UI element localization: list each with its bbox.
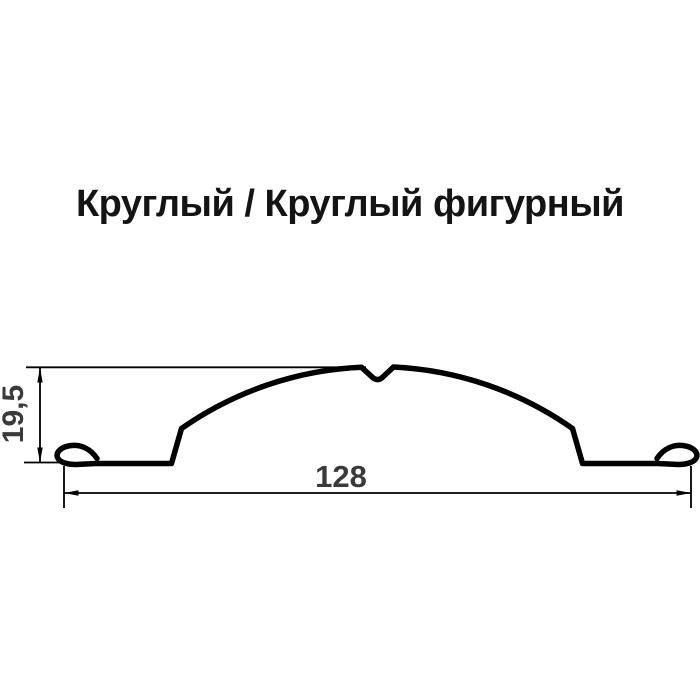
width-arrow-left-icon (64, 490, 79, 496)
profile-outline (54, 364, 700, 468)
height-dimension-label: 19,5 (0, 385, 30, 443)
height-dimension: 19,5 (0, 366, 366, 464)
diagram-title: Круглый / Круглый фигурный (75, 183, 625, 225)
height-arrow-down-icon (37, 447, 43, 462)
width-dimension: 128 (63, 459, 692, 508)
width-dimension-label: 128 (315, 459, 367, 494)
width-arrow-right-icon (676, 490, 691, 496)
height-arrow-up-icon (37, 368, 43, 383)
